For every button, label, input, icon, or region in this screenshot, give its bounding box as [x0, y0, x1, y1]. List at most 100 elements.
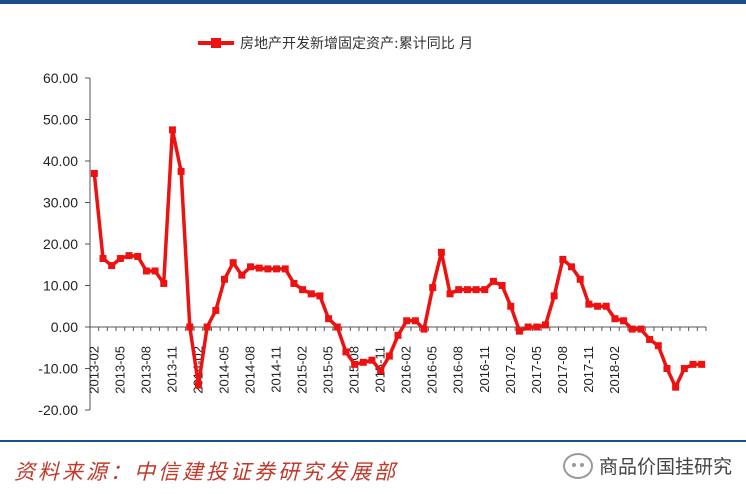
- chart-ticks: 60.00 50.00 40.00 30.00 20.00 10.00 0.00 -10.00…: [38, 70, 707, 418]
- y-tick-label: -10.00: [38, 361, 78, 377]
- data-point: [663, 365, 671, 372]
- data-point: [628, 325, 636, 333]
- data-point: [99, 255, 107, 263]
- data-point: [229, 259, 237, 267]
- data-point: [672, 383, 680, 391]
- data-point: [290, 279, 298, 287]
- data-point: [463, 286, 471, 294]
- x-tick-label: 2016-02: [399, 346, 414, 394]
- data-point: [203, 323, 211, 331]
- data-point: [385, 352, 393, 360]
- data-point: [160, 279, 168, 287]
- x-tick-label: 2013-11: [164, 346, 179, 393]
- data-point: [90, 169, 98, 177]
- data-point: [273, 265, 281, 273]
- data-point: [168, 126, 176, 134]
- data-point: [437, 248, 445, 256]
- y-tick-label: -20.00: [38, 402, 78, 418]
- x-tick-label: 2017-05: [529, 346, 544, 394]
- data-point: [611, 315, 619, 323]
- data-point: [498, 282, 506, 289]
- data-point: [186, 323, 194, 331]
- data-point: [212, 306, 220, 314]
- data-point: [403, 317, 411, 325]
- data-point: [108, 262, 116, 270]
- wechat-icon: [562, 452, 593, 479]
- data-point: [377, 367, 385, 375]
- data-point: [247, 263, 255, 271]
- data-point: [342, 348, 350, 356]
- data-point: [446, 290, 454, 298]
- x-tick-label: 2018-02: [607, 346, 622, 394]
- data-point: [559, 255, 567, 263]
- data-point: [698, 360, 706, 368]
- data-point: [550, 292, 558, 300]
- data-point: [689, 360, 697, 368]
- x-tick-label: 2016-11: [477, 346, 492, 393]
- x-tick-label: 2013-05: [112, 346, 127, 394]
- x-tick-label: 2016-05: [425, 346, 440, 394]
- data-point: [515, 327, 523, 335]
- data-point: [524, 323, 532, 331]
- legend-label: 房地产开发新增固定资产:累计同比 月: [240, 36, 473, 52]
- y-tick-label: 50.00: [43, 112, 78, 128]
- data-point: [194, 381, 202, 389]
- x-tick-label: 2013-02: [86, 346, 101, 394]
- data-point: [585, 300, 593, 308]
- data-point: [368, 356, 376, 364]
- data-point: [238, 271, 246, 279]
- data-point: [568, 263, 576, 271]
- data-point: [541, 321, 549, 329]
- data-point: [646, 335, 654, 343]
- brand-name: 商品价国挂研究: [598, 456, 732, 478]
- x-tick-label: 2014-08: [243, 346, 258, 394]
- x-tick-label: 2017-08: [555, 346, 570, 394]
- data-point: [411, 317, 419, 325]
- y-tick-label: 0.00: [51, 319, 78, 335]
- y-tick-label: 30.00: [43, 195, 78, 211]
- data-point: [420, 325, 428, 333]
- x-tick-label: 2015-02: [295, 346, 310, 394]
- data-point: [481, 286, 489, 294]
- data-point: [177, 167, 185, 175]
- x-tick-label: 2016-08: [451, 346, 466, 394]
- data-point: [637, 325, 645, 333]
- data-point: [151, 267, 159, 275]
- data-point: [333, 323, 341, 331]
- x-tick-label: 2017-02: [503, 346, 518, 394]
- data-point: [116, 255, 124, 263]
- line-chart: 房地产开发新增固定资产:累计同比 月 60.00 50.00 40.00 30.00 2…: [38, 36, 707, 418]
- brand: 商品价国挂研究: [562, 452, 732, 479]
- data-point: [281, 265, 289, 273]
- data-point: [299, 286, 307, 294]
- data-point: [307, 290, 315, 298]
- y-tick-label: 20.00: [43, 236, 78, 252]
- data-point: [472, 286, 480, 294]
- data-point: [680, 365, 688, 372]
- y-tick-label: 60.00: [43, 70, 78, 86]
- data-point: [142, 267, 150, 275]
- footer: 资料来源：中信建投证券研究发展部 商品价国挂研究: [0, 440, 746, 494]
- data-point: [654, 342, 662, 350]
- data-point: [351, 360, 359, 368]
- chart-legend: 房地产开发新增固定资产:累计同比 月: [198, 36, 473, 52]
- data-point: [429, 284, 437, 292]
- data-point: [489, 277, 497, 285]
- data-point: [325, 315, 333, 323]
- data-point: [359, 358, 367, 366]
- data-point: [134, 252, 142, 260]
- y-tick-label: 10.00: [43, 278, 78, 294]
- legend-square-marker: [211, 38, 221, 48]
- data-point: [125, 252, 133, 260]
- x-tick-label: 2014-11: [269, 346, 284, 393]
- data-point: [533, 323, 541, 331]
- data-point: [394, 331, 402, 339]
- series-layer: [90, 126, 706, 391]
- data-point: [220, 275, 228, 283]
- data-point: [594, 302, 602, 310]
- data-point: [264, 265, 272, 273]
- data-point: [255, 264, 263, 272]
- x-tick-label: 2013-08: [138, 346, 153, 394]
- source-note: 资料来源：中信建投证券研究发展部: [14, 460, 398, 484]
- data-point: [507, 302, 515, 310]
